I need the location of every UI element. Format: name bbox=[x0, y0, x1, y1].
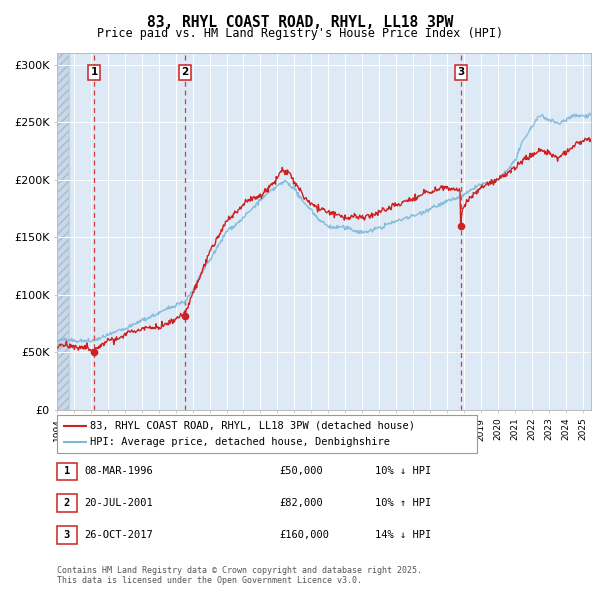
Text: 3: 3 bbox=[457, 67, 464, 77]
Text: 20-JUL-2001: 20-JUL-2001 bbox=[84, 499, 153, 508]
Text: Price paid vs. HM Land Registry's House Price Index (HPI): Price paid vs. HM Land Registry's House … bbox=[97, 27, 503, 40]
Text: HPI: Average price, detached house, Denbighshire: HPI: Average price, detached house, Denb… bbox=[90, 437, 390, 447]
Text: £160,000: £160,000 bbox=[279, 530, 329, 540]
Text: £82,000: £82,000 bbox=[279, 499, 323, 508]
Text: 83, RHYL COAST ROAD, RHYL, LL18 3PW: 83, RHYL COAST ROAD, RHYL, LL18 3PW bbox=[147, 15, 453, 30]
Text: 10% ↓ HPI: 10% ↓ HPI bbox=[375, 467, 431, 476]
Bar bbox=[57, 53, 69, 410]
Text: Contains HM Land Registry data © Crown copyright and database right 2025.
This d: Contains HM Land Registry data © Crown c… bbox=[57, 566, 422, 585]
Text: 2: 2 bbox=[64, 499, 70, 508]
Text: £50,000: £50,000 bbox=[279, 467, 323, 476]
Text: 1: 1 bbox=[91, 67, 98, 77]
Text: 1: 1 bbox=[64, 467, 70, 476]
Bar bbox=[57, 53, 69, 410]
Text: 14% ↓ HPI: 14% ↓ HPI bbox=[375, 530, 431, 540]
Text: 3: 3 bbox=[64, 530, 70, 540]
Text: 2: 2 bbox=[181, 67, 188, 77]
Text: 26-OCT-2017: 26-OCT-2017 bbox=[84, 530, 153, 540]
Text: 83, RHYL COAST ROAD, RHYL, LL18 3PW (detached house): 83, RHYL COAST ROAD, RHYL, LL18 3PW (det… bbox=[90, 421, 415, 431]
Text: 10% ↑ HPI: 10% ↑ HPI bbox=[375, 499, 431, 508]
Text: 08-MAR-1996: 08-MAR-1996 bbox=[84, 467, 153, 476]
